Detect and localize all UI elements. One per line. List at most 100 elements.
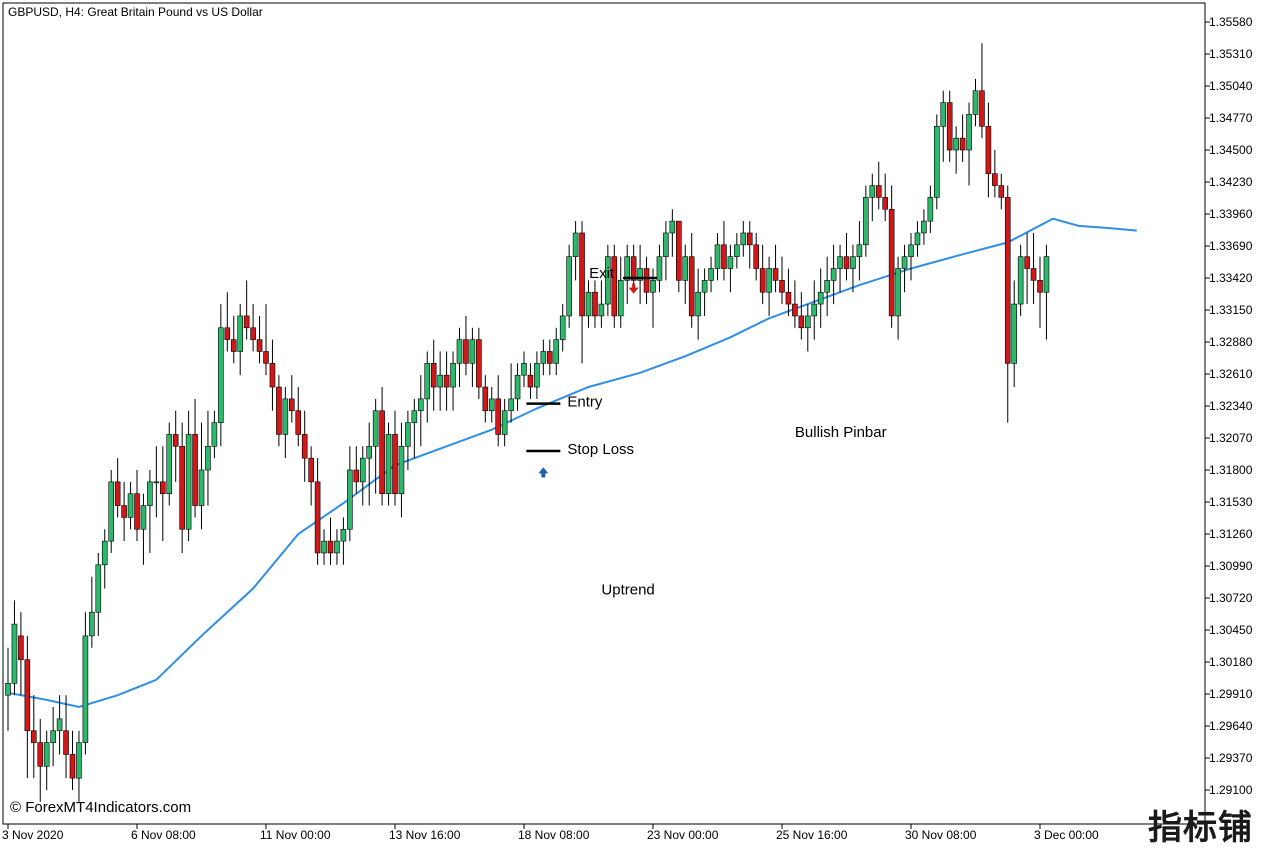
candle-body-bear	[611, 256, 618, 317]
candle	[514, 363, 521, 411]
candle-body-bull	[411, 410, 418, 423]
candle-body-bear	[1004, 197, 1011, 364]
candle-body-bull	[701, 280, 708, 293]
candle-body-bull	[605, 256, 611, 305]
candle	[482, 375, 489, 423]
candle-body-bull	[450, 363, 456, 388]
candle	[488, 387, 495, 423]
candle	[63, 695, 69, 779]
candle-body-bull	[82, 635, 89, 743]
candle-body-bear	[114, 481, 121, 506]
candle-body-bull	[598, 303, 605, 317]
candle	[579, 221, 585, 364]
candle-body-bear	[276, 386, 282, 435]
candle-body-bull	[553, 339, 560, 364]
candle	[288, 375, 295, 423]
candle	[263, 304, 269, 376]
candle	[50, 707, 56, 767]
candle	[785, 268, 792, 316]
y-tick-label: 1.32070	[1209, 431, 1253, 445]
candle	[476, 327, 482, 399]
candle	[430, 339, 437, 411]
candle	[340, 517, 347, 565]
annotation-label: Stop Loss	[567, 441, 634, 458]
candle	[18, 612, 24, 696]
candle-body-bear	[495, 398, 502, 435]
candle	[585, 280, 592, 328]
candle	[966, 102, 972, 186]
candle	[714, 232, 721, 281]
candle-body-bear	[630, 256, 637, 281]
candle	[372, 398, 379, 494]
candle-body-bear	[192, 434, 198, 506]
candle-body-bull	[211, 422, 218, 447]
candle-body-bear	[224, 327, 231, 340]
y-tick-label: 1.29640	[1209, 719, 1253, 733]
candle	[256, 315, 263, 364]
candle-body-bull	[837, 256, 843, 269]
candle	[753, 232, 760, 281]
candle	[1043, 244, 1050, 340]
candle-body-bull	[340, 528, 347, 542]
candle-body-bull	[734, 244, 740, 257]
candle-body-bull	[617, 280, 624, 317]
candle-body-bull	[347, 469, 353, 530]
candle	[101, 529, 108, 589]
candle	[411, 398, 418, 459]
y-tick-label: 1.32610	[1209, 367, 1253, 381]
candle	[1017, 244, 1024, 316]
candle-body-bull	[566, 256, 572, 317]
candle	[837, 244, 843, 293]
candle-body-bull	[521, 363, 527, 376]
candle-body-bear	[379, 410, 385, 495]
candle-body-bull	[669, 220, 676, 234]
candle	[327, 517, 334, 565]
candle	[108, 470, 114, 553]
candle-body-bull	[869, 185, 876, 198]
candle-body-bear	[24, 659, 31, 732]
candle	[243, 280, 250, 340]
candle-body-bull	[637, 268, 643, 281]
candle	[953, 126, 959, 174]
y-tick-label: 1.35040	[1209, 79, 1253, 93]
candle-body-bear	[746, 232, 753, 246]
y-tick-label: 1.30180	[1209, 655, 1253, 669]
candle-body-bull	[624, 256, 631, 281]
candle-body-bull	[398, 445, 405, 495]
candle-body-bull	[824, 280, 830, 293]
candle-body-bull	[140, 505, 147, 530]
candle	[908, 232, 914, 281]
candle	[172, 410, 179, 482]
candle-body-bull	[804, 315, 811, 329]
candle-body-bear	[946, 102, 953, 151]
candle	[1004, 185, 1011, 423]
candle	[37, 718, 44, 802]
candle	[456, 327, 463, 388]
candle-body-bull	[656, 256, 663, 281]
candle	[495, 375, 502, 447]
annotation-label: Bullish Pinbar	[795, 424, 887, 441]
candle-body-bear	[785, 291, 792, 305]
candle	[521, 351, 527, 388]
candle	[1037, 256, 1043, 328]
candle	[637, 244, 643, 305]
candle-body-bear	[476, 339, 482, 388]
candle-body-bull	[817, 291, 824, 305]
candle	[198, 422, 205, 530]
candle-body-bear	[172, 434, 179, 447]
candle	[553, 327, 560, 376]
candle	[740, 221, 747, 257]
candle-body-bull	[334, 540, 340, 554]
buy-arrow-icon	[538, 467, 549, 478]
candle	[301, 410, 308, 482]
candle	[572, 221, 579, 281]
candle-body-bull	[218, 327, 224, 423]
candle	[824, 256, 830, 316]
candle	[675, 220, 682, 293]
y-tick-label: 1.34500	[1209, 143, 1253, 157]
candle	[1024, 232, 1030, 305]
candle-body-bear	[882, 197, 889, 210]
candle-body-bull	[437, 374, 443, 388]
candle	[185, 410, 192, 542]
